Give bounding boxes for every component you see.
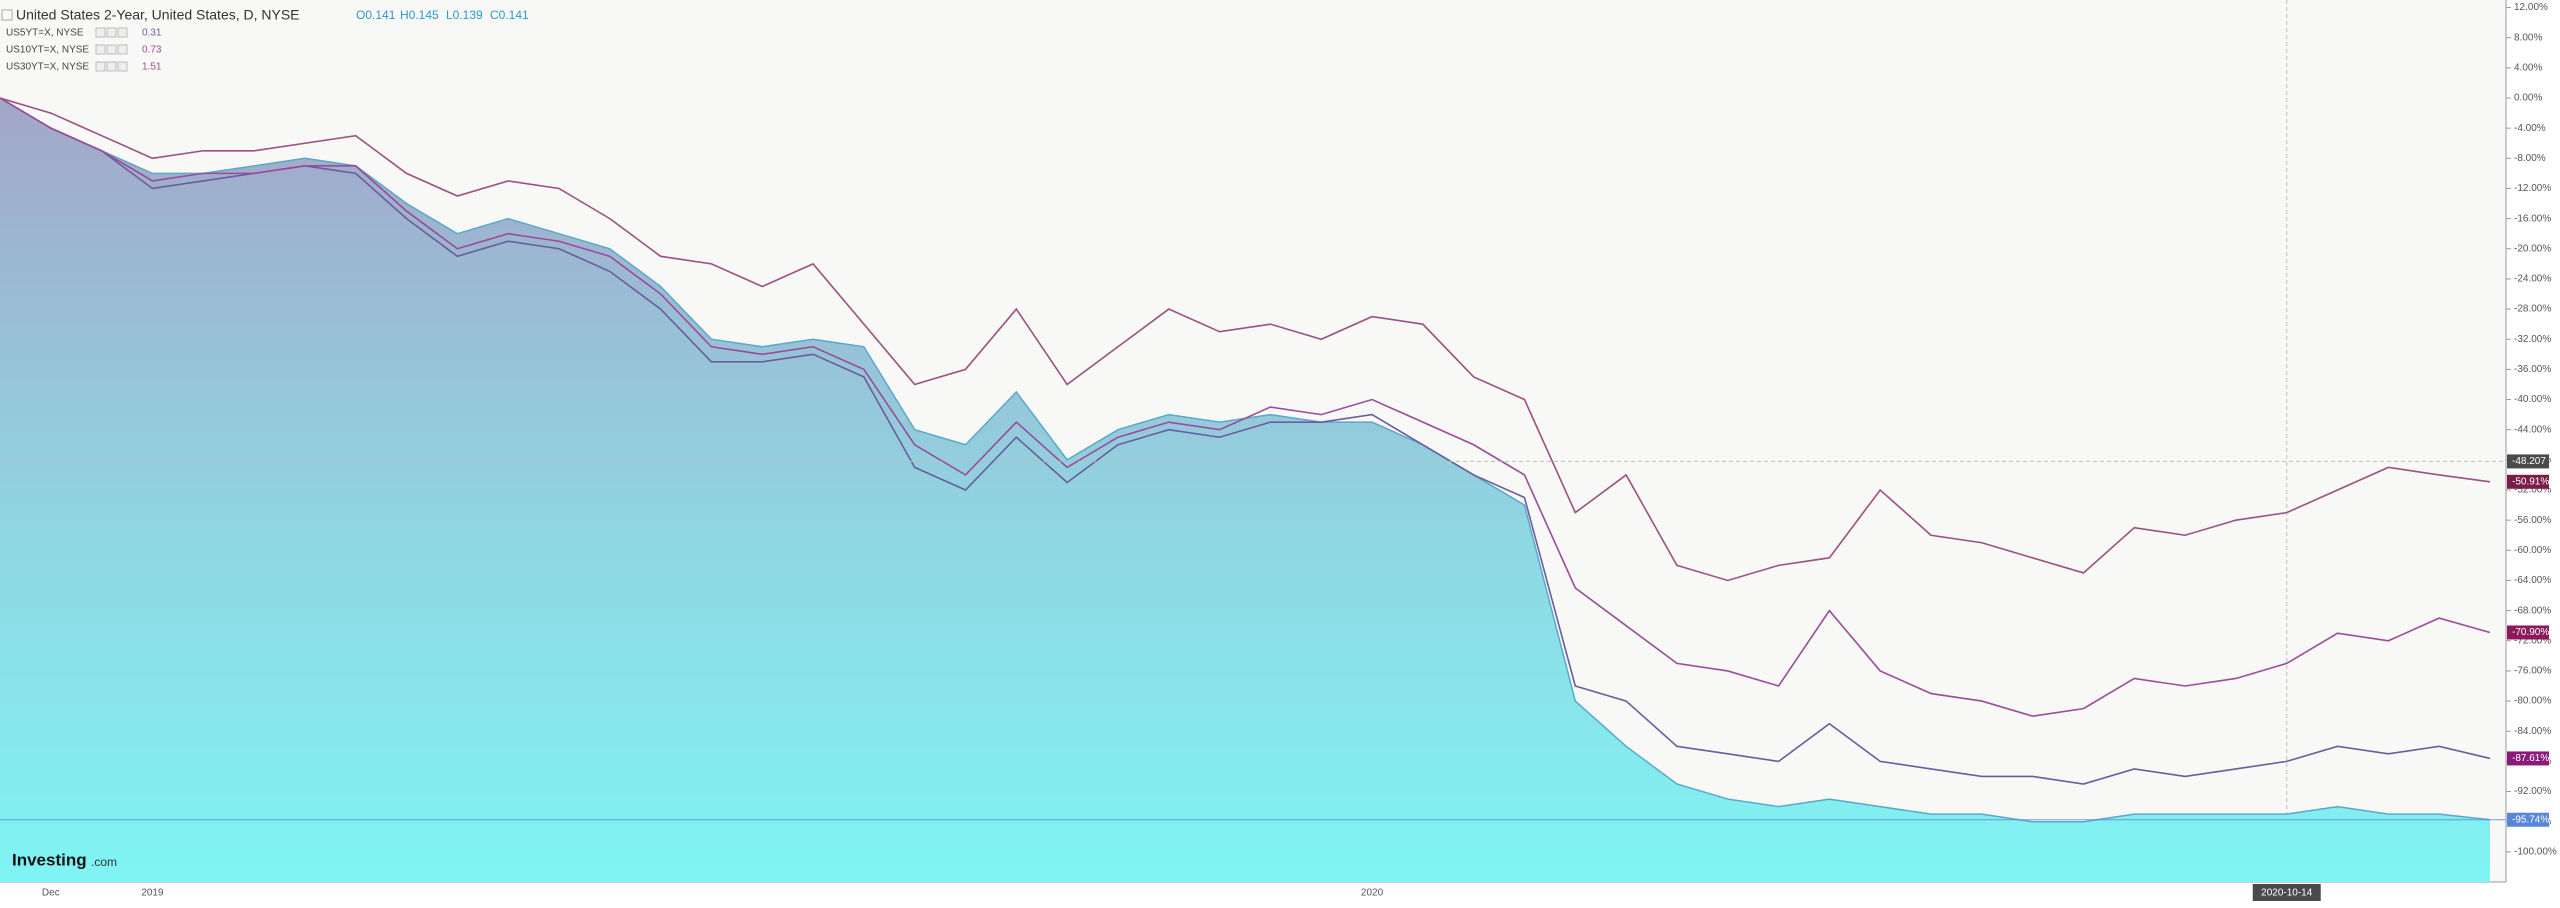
x-tick-label: 2020-10-14	[2261, 888, 2313, 899]
last-value-tag: -70.90%	[2512, 627, 2549, 638]
y-tick-label: 12.00%	[2514, 2, 2548, 13]
last-value-tag: -95.74%	[2512, 814, 2549, 825]
legend-icon[interactable]	[106, 27, 117, 38]
y-tick-label: -52.00%	[2514, 485, 2551, 496]
collapse-icon[interactable]	[1, 9, 13, 21]
y-tick-label: -60.00%	[2514, 545, 2551, 556]
y-tick-label: -84.00%	[2514, 726, 2551, 737]
crosshair-tag-bg	[2507, 454, 2549, 469]
series-line	[0, 97, 2491, 785]
y-tick-label: 0.00%	[2514, 93, 2542, 104]
y-tick-label: -68.00%	[2514, 605, 2551, 616]
y-tick-label: -100.00%	[2514, 846, 2557, 857]
last-value-tag-bg	[2507, 751, 2549, 766]
legend-name: US10YT=X, NYSE	[6, 45, 89, 56]
legend-value: 1.51	[142, 62, 162, 73]
y-tick-label: -20.00%	[2514, 243, 2551, 254]
crosshair-tag: -48.207	[2512, 456, 2546, 467]
legend-name: US5YT=X, NYSE	[6, 28, 84, 39]
y-tick-label: -4.00%	[2514, 123, 2546, 134]
legend-value: 0.31	[142, 28, 162, 39]
y-tick-label: -16.00%	[2514, 213, 2551, 224]
ohlc-open: O0.141	[356, 8, 396, 22]
last-value-tag-bg	[2507, 474, 2549, 489]
ohlc-close: C0.141	[490, 8, 529, 22]
y-tick-label: -40.00%	[2514, 394, 2551, 405]
y-tick-label: 8.00%	[2514, 32, 2542, 43]
legend-value: 0.73	[142, 45, 162, 56]
series-line	[0, 97, 2491, 717]
area-fill	[0, 98, 2490, 882]
legend-icon[interactable]	[117, 27, 128, 38]
y-tick-label: -32.00%	[2514, 334, 2551, 345]
x-tick-label: 2019	[141, 888, 164, 899]
y-tick-label: -64.00%	[2514, 575, 2551, 586]
y-tick-label: -56.00%	[2514, 515, 2551, 526]
y-tick-label: 4.00%	[2514, 62, 2542, 73]
axis-bg	[2506, 0, 2560, 903]
crosshair-date-box	[2252, 884, 2321, 901]
legend-title: United States 2-Year, United States, D, …	[16, 7, 300, 23]
legend-icon[interactable]	[117, 44, 128, 55]
watermark-brand: Investing	[12, 850, 87, 869]
x-tick-label: Dec	[42, 888, 60, 899]
y-tick-label: -72.00%	[2514, 635, 2551, 646]
y-tick-label: -12.00%	[2514, 183, 2551, 194]
legend-icon[interactable]	[95, 44, 106, 55]
y-tick-label: -44.00%	[2514, 424, 2551, 435]
legend-icon[interactable]	[106, 61, 117, 72]
legend-icon[interactable]	[117, 61, 128, 72]
y-tick-label: -28.00%	[2514, 304, 2551, 315]
last-value-tag: -50.91%	[2512, 476, 2549, 487]
series-line	[0, 97, 2491, 582]
ohlc-high: H0.145	[400, 8, 439, 22]
x-tick-label: 2020	[1361, 888, 1384, 899]
legend-icon[interactable]	[95, 27, 106, 38]
y-tick-label: -80.00%	[2514, 696, 2551, 707]
y-tick-label: -36.00%	[2514, 364, 2551, 375]
last-value-tag-bg	[2507, 812, 2549, 827]
legend-name: US30YT=X, NYSE	[6, 62, 89, 73]
y-tick-label: -92.00%	[2514, 786, 2551, 797]
last-value-tag: -87.61%	[2512, 753, 2549, 764]
overlay: United States 2-Year, United States, D, …	[1, 7, 529, 869]
ohlc-low: L0.139	[446, 8, 483, 22]
y-tick-label: -8.00%	[2514, 153, 2546, 164]
legend-icon[interactable]	[95, 61, 106, 72]
watermark-suffix: .com	[91, 855, 117, 869]
y-tick-label: -24.00%	[2514, 274, 2551, 285]
last-value-tag-bg	[2507, 625, 2549, 640]
legend-icon[interactable]	[106, 44, 117, 55]
y-tick-label: -76.00%	[2514, 666, 2551, 677]
